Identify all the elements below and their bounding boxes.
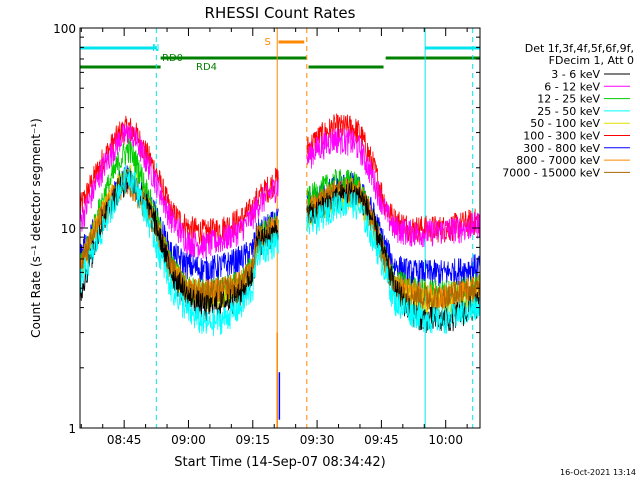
x-tick-label-4: 09:45 (364, 433, 399, 447)
x-tick-label-1: 09:00 (171, 433, 206, 447)
y-axis-label: Count Rate (s⁻¹ detector segment⁻¹) (29, 118, 43, 338)
x-tick-label-0: 08:45 (107, 433, 142, 447)
chart-title: RHESSI Count Rates (205, 4, 356, 22)
legend-entry-label-4: 50 - 100 keV (530, 117, 600, 130)
legend-entry-label-2: 12 - 25 keV (537, 93, 600, 106)
legend-entry-label-0: 3 - 6 keV (551, 68, 600, 81)
timestamp: 16-Oct-2021 13:14 (560, 468, 636, 477)
legend-header-line-1: Det 1f,3f,4f,5f,6f,9f, (525, 42, 634, 55)
x-tick-label-3: 09:30 (300, 433, 335, 447)
legend-entry-label-8: 7000 - 15000 keV (502, 166, 600, 179)
series-25-50-kev-part2 (306, 191, 481, 335)
flag-label-rd0: RD0 (162, 53, 183, 64)
legend-entry-label-1: 6 - 12 keV (544, 80, 600, 93)
flag-label-rd4: RD4 (196, 62, 217, 73)
legend-entry-label-6: 300 - 800 keV (523, 142, 600, 155)
x-tick-label-2: 09:15 (235, 433, 270, 447)
series-lines (79, 113, 481, 428)
flag-label-n: N (152, 43, 159, 54)
legend-header-line-2: FDecim 1, Att 0 (549, 54, 634, 67)
y-tick-label-0: 1 (68, 422, 76, 436)
axis-ticks: 08:45 09:00 09:15 09:30 09:45 10:00 1 10 100 (53, 22, 480, 447)
series-6-12-kev-part1 (79, 123, 279, 260)
y-tick-label-1: 10 (61, 222, 76, 236)
x-tick-label-5: 10:00 (428, 433, 463, 447)
x-axis-label: Start Time (14-Sep-07 08:34:42) (174, 455, 385, 470)
legend-entry-label-7: 800 - 7000 keV (516, 154, 600, 167)
y-tick-label-2: 100 (53, 22, 76, 36)
legend-entry-label-3: 25 - 50 keV (537, 105, 600, 118)
legend-entry-label-5: 100 - 300 keV (523, 130, 600, 143)
series-6-12-kev-part2 (306, 128, 481, 248)
series-25-50-kev-part1 (79, 164, 279, 337)
flag-label-s: S (264, 37, 270, 48)
